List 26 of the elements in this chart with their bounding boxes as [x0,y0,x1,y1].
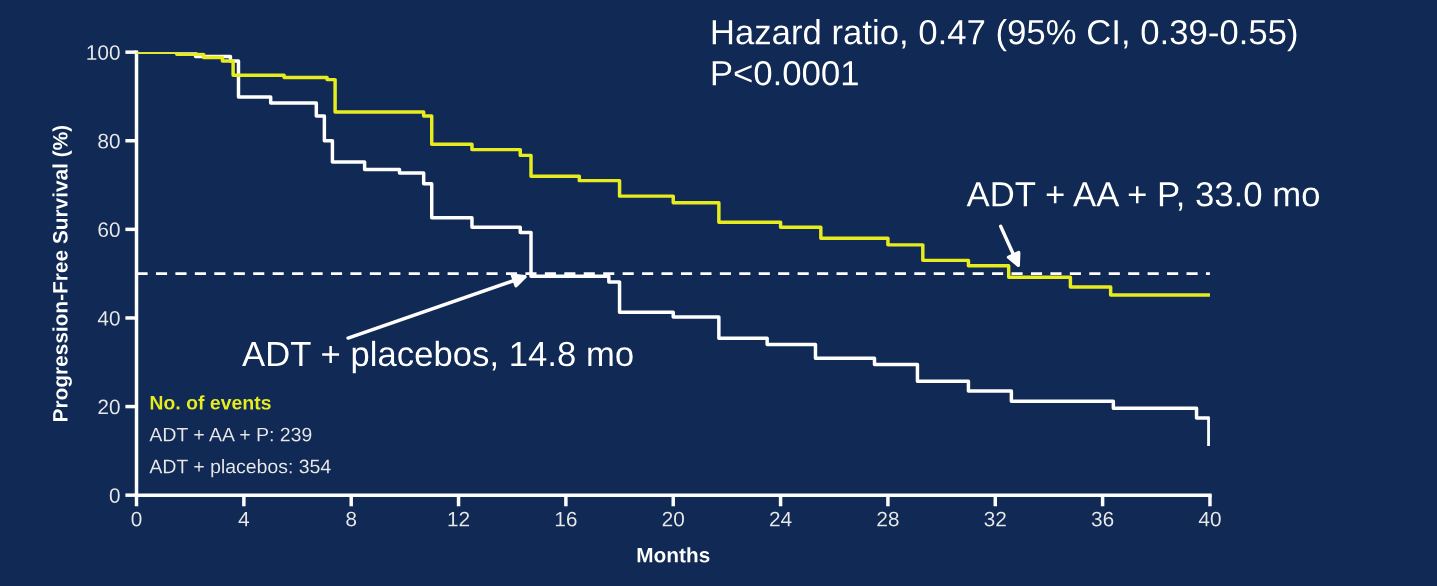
annotation: ADT + placebos, 14.8 mo [242,340,633,374]
x-tick-label: 8 [346,511,357,527]
chart-subtitle: P<0.0001 [712,60,858,86]
x-tick-label: 0 [131,511,142,527]
x-tick-label: 20 [662,511,685,527]
x-axis-title: Months [637,547,710,563]
annotation: ADT + AA + P, 33.0 mo [966,182,1320,211]
y-tick-label: 0 [109,488,120,503]
x-tick-label: 16 [555,511,577,527]
annotation: ADT + placebos: 354 [149,459,331,478]
y-tick-label: 40 [97,310,120,326]
x-tick-label: 24 [770,511,792,527]
y-tick-label: 100 [87,45,120,60]
x-tick-label: 4 [238,511,250,527]
annotation: ADT + AA + P: 239 [149,427,312,442]
annotation: No. of events [150,395,271,410]
y-tick-label: 60 [98,222,120,238]
y-tick-label: 20 [98,399,120,415]
x-tick-label: 36 [1091,511,1114,527]
chart-title: Hazard ratio, 0.47 (95% CI, 0.39-0.55) [712,18,1297,52]
x-tick-label: 40 [1198,511,1221,527]
y-axis-title: Progression-Free Survival (%) [52,125,72,422]
x-tick-label: 12 [448,511,470,527]
x-tick-label: 28 [877,511,899,527]
y-tick-label: 80 [98,133,120,149]
x-tick-label: 32 [984,511,1006,527]
